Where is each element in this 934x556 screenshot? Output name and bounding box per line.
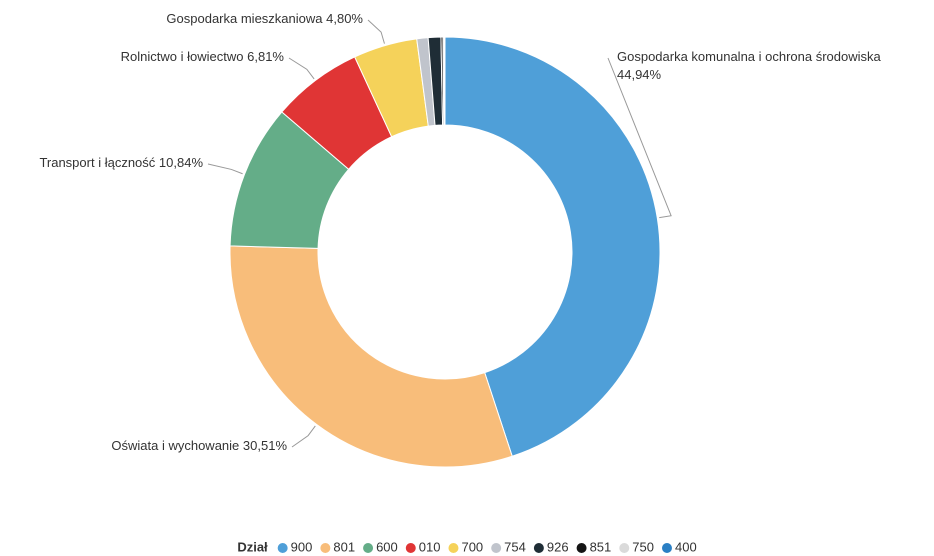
legend-swatch — [405, 543, 416, 553]
label-value: 10,84% — [159, 155, 204, 170]
legend-label: 801 — [333, 539, 355, 554]
label-value: 6,81% — [247, 49, 284, 64]
label-connector — [607, 57, 672, 219]
legend: Dział 900 801 600 010 700 754 926 851 750 400 — [237, 539, 696, 554]
legend-swatch — [491, 543, 502, 553]
label-name: Transport i łączność — [39, 155, 155, 170]
legend-swatch — [533, 543, 544, 553]
legend-swatch — [448, 543, 459, 553]
donut-slice — [443, 36, 446, 126]
legend-title: Dział — [237, 539, 268, 554]
data-label: Oświata i wychowanie 30,51% — [111, 438, 287, 453]
donut-slice — [444, 36, 661, 457]
label-connector — [207, 163, 243, 175]
legend-label: 600 — [376, 539, 398, 554]
donut-slice — [229, 245, 513, 468]
legend-label: 700 — [461, 539, 483, 554]
label-value: 30,51% — [243, 438, 288, 453]
label-value: 4,80% — [326, 11, 363, 26]
legend-swatch — [320, 543, 331, 553]
label-connector — [367, 19, 385, 44]
label-name: Gospodarka komunalna i ochrona środowisk… — [617, 49, 882, 64]
data-label: Rolnictwo i łowiectwo 6,81% — [121, 49, 285, 64]
legend-label: 010 — [419, 539, 441, 554]
label-connector — [288, 57, 315, 80]
legend-swatch — [576, 543, 587, 553]
legend-label: 851 — [590, 539, 612, 554]
legend-label: 926 — [547, 539, 569, 554]
legend-swatch — [619, 543, 630, 553]
legend-swatch — [661, 543, 672, 553]
legend-swatch — [363, 543, 374, 553]
legend-label: 750 — [632, 539, 654, 554]
label-connector — [291, 425, 316, 448]
label-value: 44,94% — [617, 67, 662, 82]
label-name: Gospodarka mieszkaniowa — [166, 11, 323, 26]
legend-swatch — [277, 543, 288, 553]
legend-label: 400 — [675, 539, 697, 554]
legend-label: 900 — [291, 539, 313, 554]
data-label: Transport i łączność 10,84% — [39, 155, 203, 170]
label-name: Oświata i wychowanie — [111, 438, 239, 453]
legend-label: 754 — [504, 539, 526, 554]
label-name: Rolnictwo i łowiectwo — [121, 49, 244, 64]
data-label: Gospodarka mieszkaniowa 4,80% — [166, 11, 363, 26]
data-label: Gospodarka komunalna i ochrona środowisk… — [617, 49, 882, 82]
